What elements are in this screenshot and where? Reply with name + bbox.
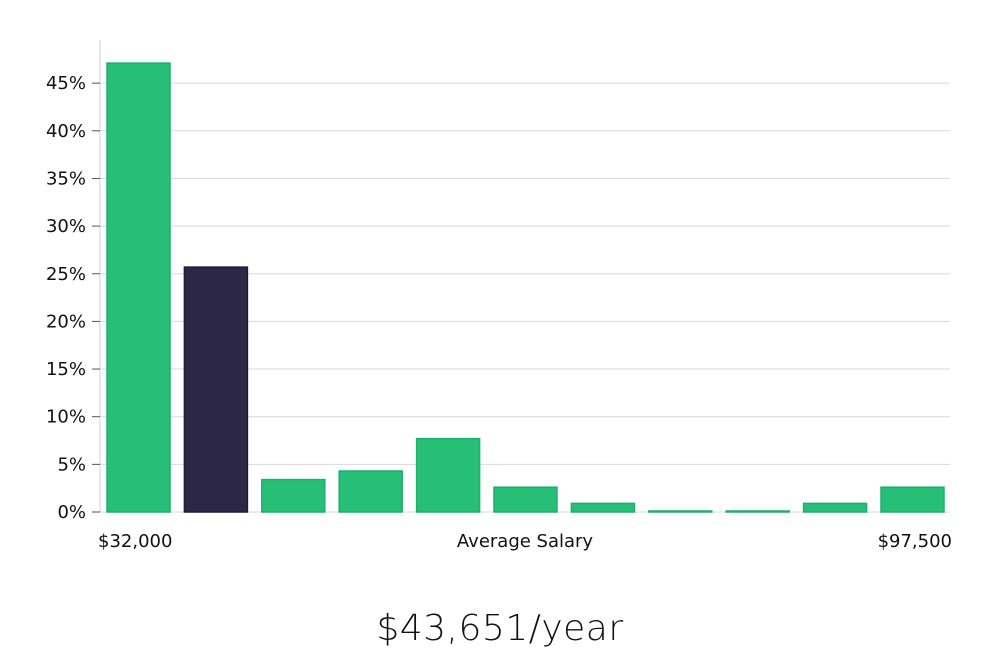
ytick-label-30: 30% [46,216,86,237]
bar-10 [880,486,945,513]
x-axis-title: Average Salary [457,531,594,552]
bar-5 [493,486,558,513]
ytick-label-35: 35% [46,168,86,189]
bar-0 [106,62,171,513]
bar-6 [570,502,636,513]
ytick-label-45: 45% [46,73,86,94]
bar-2 [261,478,326,513]
ytick-label-40: 40% [46,121,86,142]
salary-histogram: 0% 5% 10% 15% 20% 25% 30% 35% 40% 45% $32,000 Ave… [46,40,952,552]
ytick-label-15: 15% [46,359,86,380]
bar-9 [802,502,868,513]
ytick-label-5: 5% [57,454,86,475]
ytick-label-20: 20% [46,311,86,332]
bar-highlighted-1 [183,266,249,513]
bar-7 [648,510,713,513]
average-salary-value: $43,651/year [376,608,624,649]
ytick-label-10: 10% [46,407,86,428]
ytick-label-0: 0% [57,502,86,523]
x-min-label: $32,000 [98,531,172,552]
y-axis-ticks: 0% 5% 10% 15% 20% 25% 30% 35% 40% 45% [46,73,100,523]
ytick-label-25: 25% [46,264,86,285]
bar-3 [338,470,403,513]
bars [106,62,945,513]
x-max-label: $97,500 [878,531,952,552]
bar-8 [725,510,790,513]
bar-4 [415,437,481,513]
